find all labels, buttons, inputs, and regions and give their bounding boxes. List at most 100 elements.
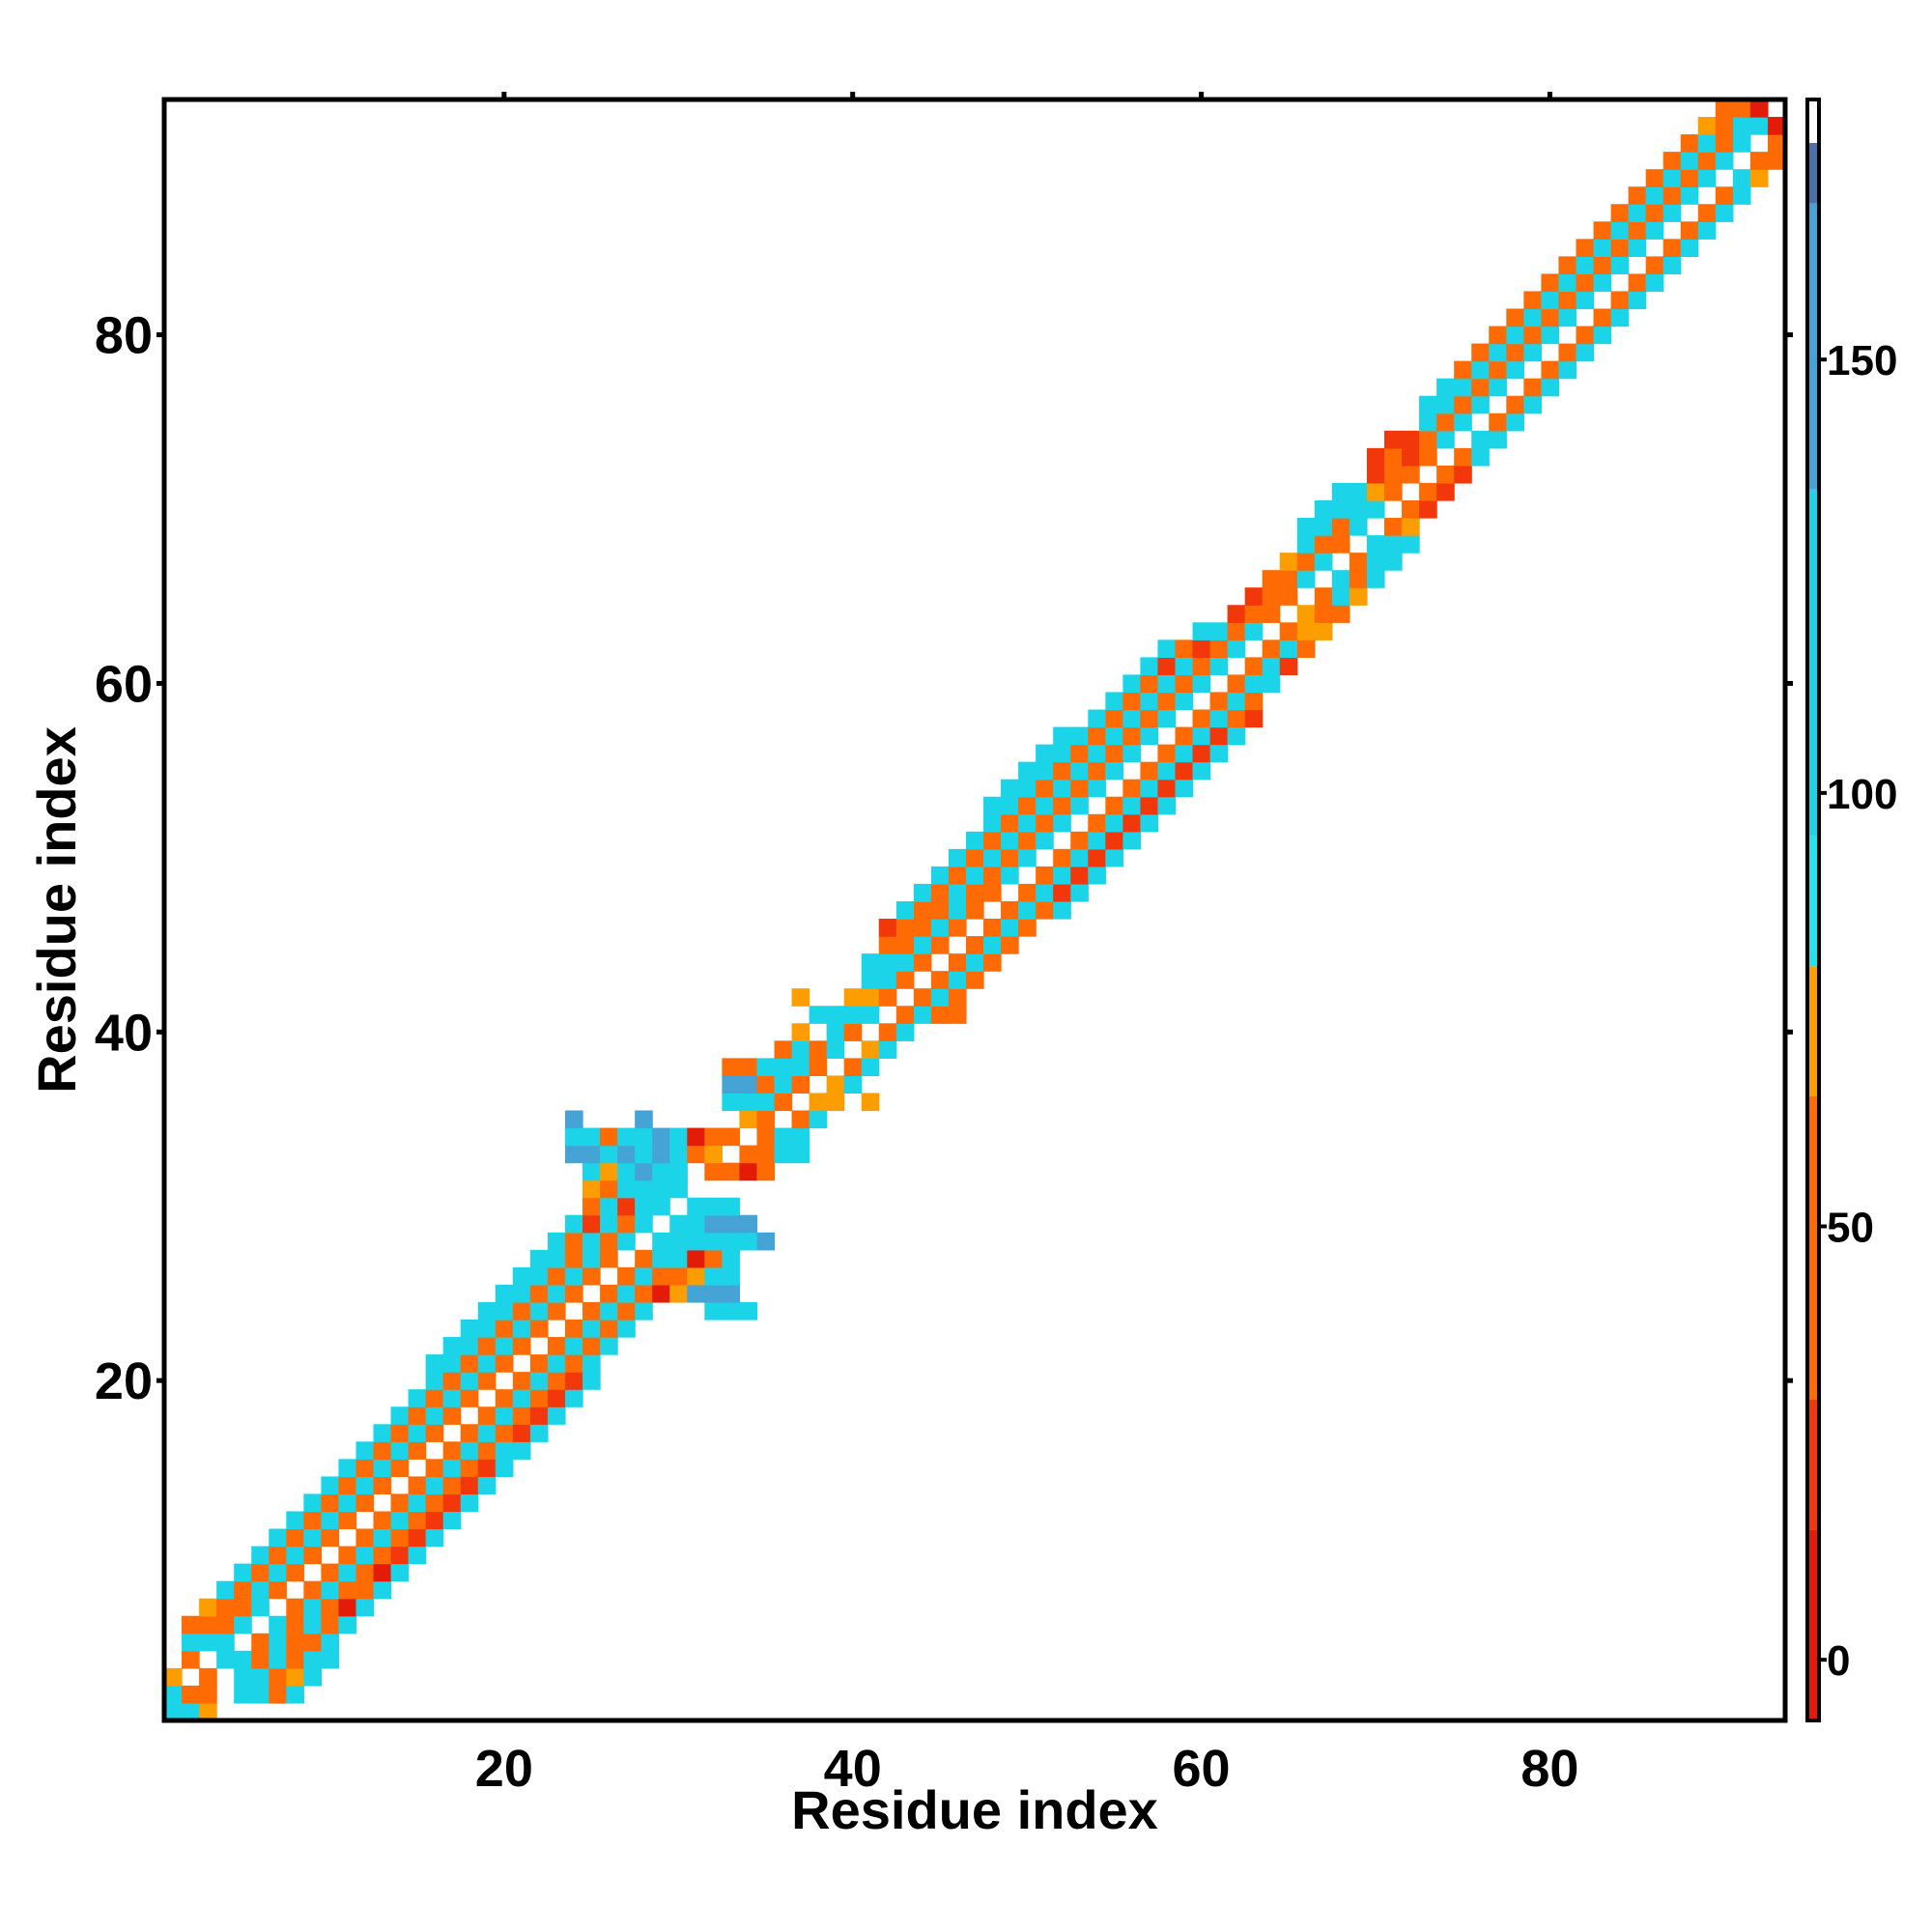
- heatmap-cell: [582, 1301, 601, 1321]
- heatmap-cell: [512, 1424, 531, 1442]
- heatmap-cell: [182, 1650, 200, 1669]
- heatmap-cell: [1105, 709, 1123, 728]
- heatmap-cell: [477, 1301, 497, 1321]
- heatmap-cell: [442, 1459, 462, 1477]
- heatmap-cell: [722, 1162, 741, 1181]
- heatmap-cell: [529, 1424, 549, 1442]
- heatmap-cell: [286, 1546, 304, 1565]
- heatmap-cell: [1036, 796, 1054, 815]
- heatmap-cell: [895, 1006, 915, 1024]
- heatmap-cell: [1506, 343, 1524, 362]
- heatmap-cell: [1471, 430, 1490, 449]
- heatmap-cell: [1454, 447, 1472, 467]
- heatmap-cell: [582, 1162, 601, 1181]
- heatmap-cell: [652, 1266, 670, 1286]
- heatmap-cell: [878, 1023, 897, 1041]
- heatmap-cell: [1140, 674, 1159, 694]
- heatmap-cell: [251, 1546, 270, 1565]
- heatmap-cell: [983, 813, 1002, 833]
- heatmap-cell: [1349, 553, 1368, 571]
- heatmap-cell: [529, 1389, 549, 1407]
- heatmap-cell: [1001, 831, 1019, 850]
- heatmap-cell: [1523, 326, 1542, 345]
- heatmap-cell: [1697, 169, 1717, 187]
- x-tick-label: 60: [1173, 1740, 1231, 1798]
- heatmap-cell: [1715, 186, 1734, 205]
- heatmap-cell: [930, 866, 950, 885]
- heatmap-cell: [529, 1320, 549, 1338]
- heatmap-cell: [1036, 900, 1054, 920]
- heatmap-cell: [547, 1284, 566, 1303]
- heatmap-cell: [234, 1650, 252, 1669]
- heatmap-cell: [1209, 622, 1229, 640]
- heatmap-cell: [425, 1459, 444, 1477]
- heatmap-cell: [1436, 482, 1455, 501]
- heatmap-cell: [321, 1580, 340, 1600]
- heatmap-cell: [512, 1301, 531, 1321]
- heatmap-cell: [687, 1232, 705, 1251]
- heatmap-cell: [1244, 622, 1264, 640]
- heatmap-cell: [1732, 99, 1751, 118]
- heatmap-cell: [1070, 831, 1089, 850]
- heatmap-cell: [1732, 169, 1751, 187]
- heatmap-cell: [269, 1580, 287, 1600]
- heatmap-cell: [373, 1424, 392, 1442]
- heatmap-cell: [547, 1337, 566, 1355]
- heatmap-cell: [234, 1685, 252, 1704]
- heatmap-cell: [1088, 848, 1106, 867]
- heatmap-cell: [635, 1284, 653, 1303]
- heatmap-cell: [234, 1615, 252, 1634]
- heatmap-cell: [1576, 273, 1595, 293]
- heatmap-cell: [460, 1441, 479, 1460]
- heatmap-cell: [303, 1511, 322, 1530]
- heatmap-cell: [442, 1337, 462, 1355]
- heatmap-cell: [582, 1145, 601, 1164]
- heatmap-cell: [739, 1145, 758, 1164]
- heatmap-cell: [635, 1214, 653, 1234]
- heatmap-cell: [1402, 447, 1420, 467]
- heatmap-cell: [495, 1320, 514, 1338]
- heatmap-cell: [913, 936, 932, 954]
- heatmap-cell: [878, 953, 897, 972]
- heatmap-cell: [600, 1145, 618, 1164]
- heatmap-cell: [1454, 395, 1472, 414]
- heatmap-cell: [1645, 221, 1664, 240]
- heatmap-cell: [199, 1615, 217, 1634]
- heatmap-cell: [1366, 553, 1385, 571]
- heatmap-cell: [774, 1058, 793, 1077]
- heatmap-cell: [442, 1476, 462, 1495]
- heatmap-cell: [1541, 378, 1560, 397]
- heatmap-cell: [1645, 273, 1664, 293]
- heatmap-cell: [1662, 204, 1682, 222]
- x-tick-label: 80: [1520, 1740, 1578, 1798]
- heatmap-cell: [774, 1127, 793, 1147]
- heatmap-cell: [1645, 256, 1664, 275]
- heatmap-cell: [355, 1459, 375, 1477]
- heatmap-cell: [338, 1459, 357, 1477]
- colorbar-segment: [1807, 836, 1819, 967]
- heatmap-cell: [652, 1145, 670, 1164]
- heatmap-cell: [983, 796, 1002, 815]
- colorbar-segment: [1807, 142, 1819, 204]
- heatmap-cell: [791, 1110, 810, 1129]
- heatmap-cell: [408, 1546, 427, 1565]
- heatmap-cell: [1576, 291, 1595, 310]
- heatmap-cell: [373, 1441, 392, 1460]
- heatmap-cell: [1767, 134, 1786, 153]
- heatmap-cell: [547, 1406, 566, 1425]
- heatmap-cell: [564, 1266, 583, 1286]
- heatmap-cell: [216, 1633, 235, 1652]
- heatmap-cell: [390, 1528, 410, 1548]
- heatmap-cell: [1715, 117, 1734, 135]
- heatmap-cell: [652, 1249, 670, 1268]
- heatmap-cell: [1088, 761, 1106, 781]
- heatmap-cell: [617, 1145, 636, 1164]
- heatmap-cell: [1157, 709, 1177, 728]
- heatmap-cell: [930, 883, 950, 902]
- heatmap-cell: [460, 1337, 479, 1355]
- heatmap-cell: [1349, 587, 1368, 606]
- heatmap-cell: [1244, 587, 1264, 606]
- heatmap-cell: [669, 1179, 688, 1199]
- heatmap-cell: [1001, 779, 1019, 798]
- heatmap-cell: [652, 1127, 670, 1147]
